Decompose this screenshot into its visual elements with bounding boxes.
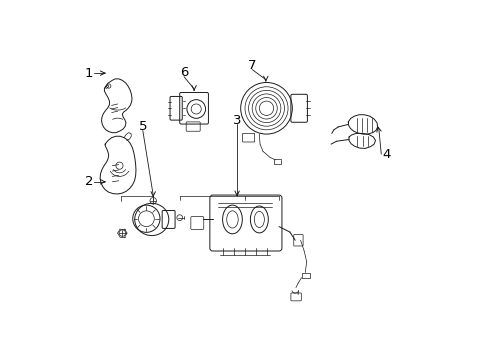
Text: 2: 2 bbox=[85, 175, 93, 188]
Text: 3: 3 bbox=[233, 114, 242, 127]
Text: 1: 1 bbox=[85, 67, 93, 80]
Bar bbox=[302, 273, 310, 278]
Text: 6: 6 bbox=[180, 66, 188, 79]
Text: 5: 5 bbox=[139, 121, 147, 134]
Bar bbox=[274, 159, 281, 163]
Text: 4: 4 bbox=[383, 148, 391, 161]
Text: 7: 7 bbox=[248, 59, 256, 72]
